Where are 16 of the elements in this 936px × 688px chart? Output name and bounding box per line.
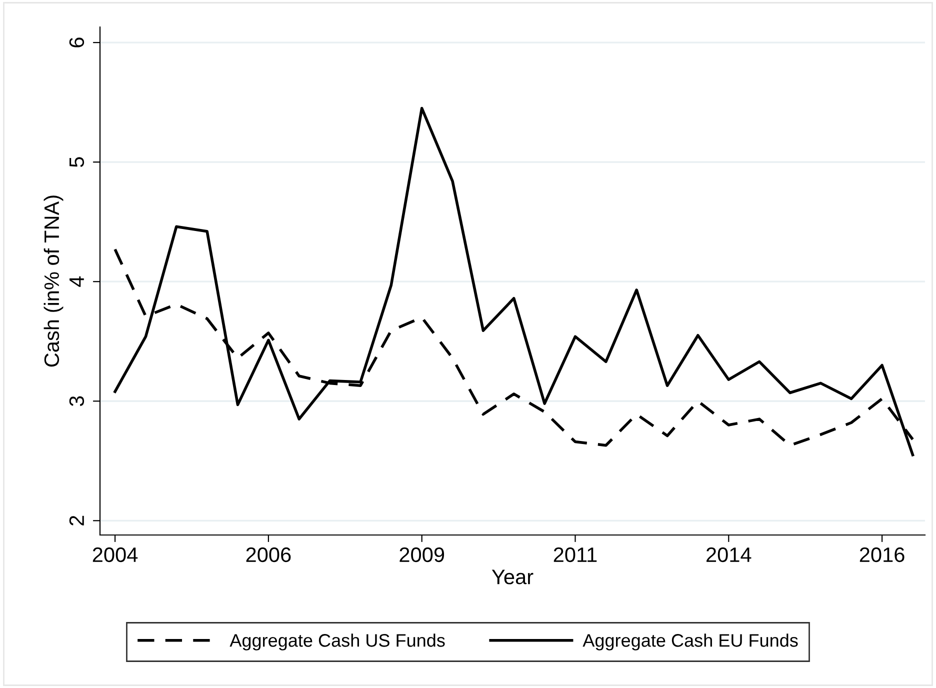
legend-label: Aggregate Cash US Funds [230, 634, 445, 650]
line-series [114, 106, 914, 456]
x-axis-title: Year [492, 570, 534, 584]
y-axis-title: Cash (in% of TNA) [44, 196, 64, 367]
x-tick-label: 2011 [554, 547, 597, 562]
y-tick-label: 2 [69, 516, 84, 526]
x-tick-label: 2004 [92, 547, 138, 562]
x-tick-label: 2009 [400, 547, 444, 562]
x-tick-label: 2016 [860, 547, 904, 562]
y-tick-label: 4 [70, 276, 84, 287]
y-tick-label: 5 [70, 157, 84, 168]
y-tick-label: 6 [69, 38, 84, 48]
y-tick-label: 3 [69, 396, 84, 406]
legend-label: Aggregate Cash EU Funds [582, 634, 798, 650]
x-tick-label: 2014 [706, 547, 752, 562]
x-tick-label: 2006 [246, 547, 291, 562]
